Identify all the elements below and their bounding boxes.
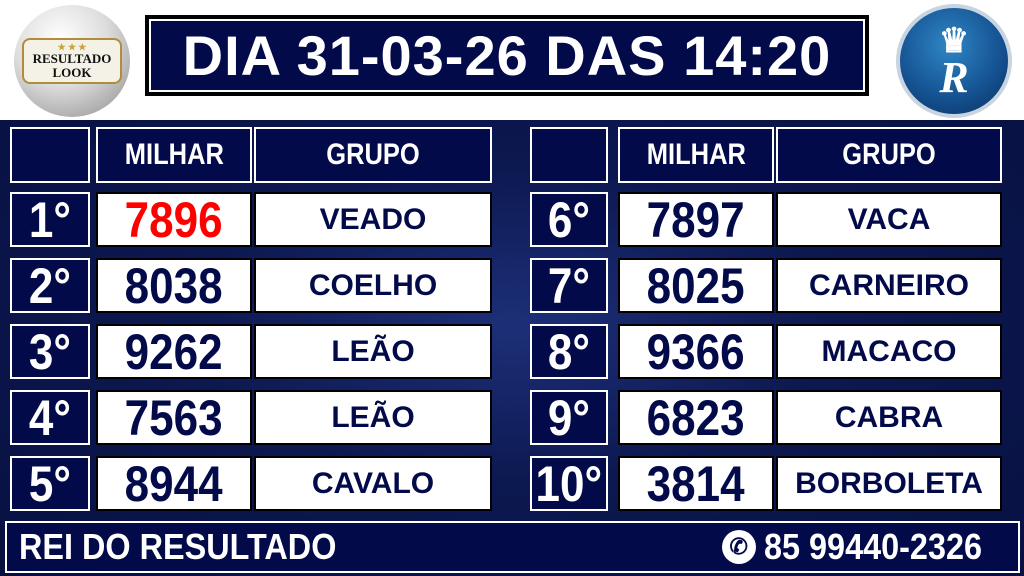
- milhar-cell: 7897: [618, 191, 774, 248]
- milhar-cell: 7896: [96, 191, 252, 248]
- milhar-cell-text: 6823: [647, 389, 745, 446]
- rank-cell: 7°: [530, 257, 608, 314]
- grupo-cell: VEADO: [254, 192, 492, 247]
- grupo-cell: VACA: [776, 192, 1002, 247]
- grupo-cell-text: VACA: [847, 202, 931, 236]
- rank-cell-text: 7°: [547, 257, 591, 314]
- rank-cell-text: 1°: [28, 191, 72, 248]
- rank-cell-text: 3°: [28, 323, 72, 380]
- header-grupo-text: GRUPO: [842, 138, 936, 171]
- header-rank-cell: [10, 127, 90, 183]
- grupo-cell: COELHO: [254, 258, 492, 313]
- rank-cell-text: 4°: [28, 389, 72, 446]
- rank-cell-text: 9°: [547, 389, 591, 446]
- whatsapp-icon: ✆: [721, 530, 756, 564]
- rank-cell-text: 5°: [28, 455, 72, 512]
- rank-cell: 6°: [530, 191, 608, 248]
- header-milhar-text: MILHAR: [646, 138, 746, 171]
- header-grupo: GRUPO: [776, 127, 1002, 183]
- grupo-cell-text: LEÃO: [331, 334, 415, 368]
- rank-cell: 1°: [10, 191, 90, 248]
- milhar-cell-text: 7897: [647, 191, 745, 248]
- phone-contact: ✆ 85 99440-2326: [721, 526, 1006, 568]
- rank-cell: 9°: [530, 389, 608, 446]
- milhar-cell: 6823: [618, 389, 774, 446]
- rank-cell: 2°: [10, 257, 90, 314]
- header-grupo: GRUPO: [254, 127, 492, 183]
- footer-phone: 85 99440-2326: [763, 526, 982, 567]
- stars-icon: ★ ★ ★: [57, 41, 87, 52]
- rei-logo: ♛ R: [896, 4, 1012, 118]
- grupo-cell: BORBOLETA: [776, 456, 1002, 511]
- milhar-cell: 3814: [618, 455, 774, 512]
- header-milhar: MILHAR: [96, 127, 252, 183]
- grupo-cell: CARNEIRO: [776, 258, 1002, 313]
- footer-bar: REI DO RESULTADO ✆ 85 99440-2326: [5, 521, 1020, 573]
- milhar-cell: 7563: [96, 389, 252, 446]
- milhar-cell-text: 8025: [647, 257, 745, 314]
- rank-cell-text: 2°: [28, 257, 72, 314]
- grupo-cell-text: VEADO: [319, 202, 427, 236]
- page-title: DIA 31-03-26 DAS 14:20: [149, 19, 865, 92]
- milhar-cell: 8038: [96, 257, 252, 314]
- grupo-cell: CAVALO: [254, 456, 492, 511]
- grupo-cell-text: LEÃO: [331, 400, 415, 434]
- rank-cell-text: 10°: [535, 455, 603, 512]
- logo-text-1: RESULTADO: [32, 50, 112, 66]
- header-rank-cell: [530, 127, 608, 183]
- milhar-cell-text: 3814: [647, 455, 745, 512]
- grupo-cell-text: COELHO: [308, 268, 438, 302]
- grupo-cell-text: MACACO: [821, 334, 957, 368]
- grupo-cell-text: BORBOLETA: [795, 466, 983, 500]
- grupo-cell-text: CARNEIRO: [808, 268, 969, 302]
- milhar-cell-text: 9262: [125, 323, 223, 380]
- milhar-cell: 8025: [618, 257, 774, 314]
- milhar-cell-text: 7896: [125, 191, 223, 248]
- rank-cell: 3°: [10, 323, 90, 380]
- grupo-cell-text: CAVALO: [311, 466, 435, 500]
- resultado-look-logo: ★ ★ ★ RESULTADO LOOK: [14, 5, 130, 117]
- milhar-cell: 9262: [96, 323, 252, 380]
- footer-brand: REI DO RESULTADO: [19, 526, 337, 567]
- milhar-cell: 8944: [96, 455, 252, 512]
- milhar-cell-text: 9366: [647, 323, 745, 380]
- grupo-cell: LEÃO: [254, 324, 492, 379]
- logo-text-2: LOOK: [52, 64, 92, 80]
- title-box: DIA 31-03-26 DAS 14:20: [145, 15, 869, 96]
- rank-cell-text: 6°: [547, 191, 591, 248]
- rank-cell: 4°: [10, 389, 90, 446]
- header-grupo-text: GRUPO: [326, 138, 420, 171]
- rank-cell-text: 8°: [547, 323, 591, 380]
- rank-cell: 8°: [530, 323, 608, 380]
- grupo-cell-text: CABRA: [834, 400, 944, 434]
- milhar-cell-text: 7563: [125, 389, 223, 446]
- crown-icon: ♛: [938, 22, 970, 60]
- logo-letter: R: [939, 53, 969, 102]
- milhar-cell: 9366: [618, 323, 774, 380]
- rank-cell: 5°: [10, 455, 90, 512]
- grupo-cell: CABRA: [776, 390, 1002, 445]
- grupo-cell: MACACO: [776, 324, 1002, 379]
- milhar-cell-text: 8944: [125, 455, 223, 512]
- header-milhar-text: MILHAR: [124, 138, 224, 171]
- rank-cell: 10°: [530, 455, 608, 512]
- milhar-cell-text: 8038: [125, 257, 223, 314]
- header-milhar: MILHAR: [618, 127, 774, 183]
- grupo-cell: LEÃO: [254, 390, 492, 445]
